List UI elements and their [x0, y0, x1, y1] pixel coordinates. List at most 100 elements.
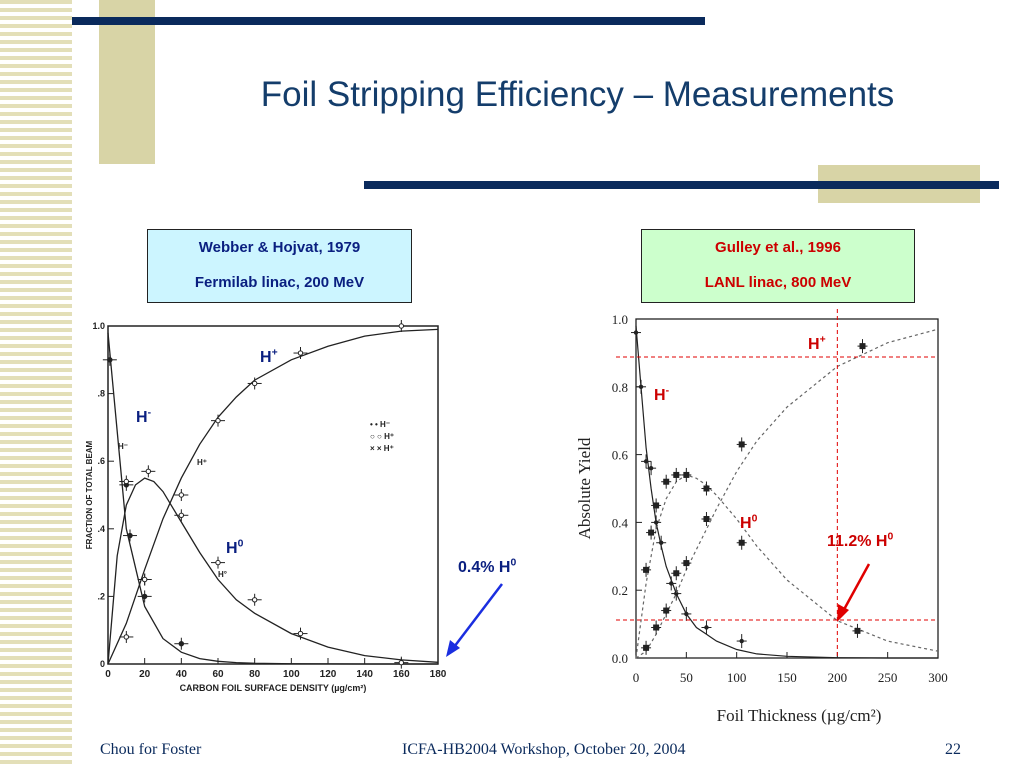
right-data-point — [648, 529, 655, 536]
right-data-point — [663, 478, 670, 485]
right-annotation-H-: H- — [654, 386, 670, 404]
left-data-point — [251, 380, 258, 387]
left-y-axis-label: FRACTION OF TOTAL BEAM — [85, 440, 94, 549]
right-x-tick-label: 100 — [727, 670, 747, 685]
left-data-point — [297, 630, 304, 637]
decorative-stripes — [0, 0, 72, 768]
left-curve-tag: H⁺ — [197, 458, 207, 467]
decorative-navy-bar-top — [72, 17, 705, 25]
left-callout-arrowhead — [446, 640, 460, 657]
left-data-point — [145, 468, 152, 475]
right-callout-arrow-shaft — [839, 563, 871, 616]
right-y-tick-label: 1.0 — [612, 312, 628, 327]
left-data-point — [178, 512, 185, 518]
right-y-tick-label: 0.4 — [612, 515, 629, 530]
decorative-navy-bar-middle — [364, 181, 999, 189]
right-y-axis-label: Absolute Yield — [575, 437, 594, 539]
left-legend-entry: × × H⁺ — [370, 444, 394, 453]
right-x-tick-label: 0 — [633, 670, 640, 685]
footer-event: ICFA-HB2004 Workshop, October 20, 2004 — [402, 741, 686, 758]
right-x-tick-label: 300 — [928, 670, 948, 685]
left-x-tick-label: 60 — [212, 669, 224, 680]
left-callout-0.4pct-H0: 0.4% H0 — [458, 558, 516, 576]
left-y-tick-label: 1.0 — [92, 321, 105, 331]
right-data-point — [638, 384, 644, 389]
left-series-line-H- — [107, 332, 438, 665]
decorative-tan-block-top — [99, 0, 155, 164]
left-legend-entry: ○ ○ H⁺ — [370, 432, 394, 441]
right-data-point — [653, 520, 659, 525]
left-data-point — [178, 641, 185, 647]
right-data-point — [673, 570, 680, 577]
right-y-tick-label: 0.6 — [612, 448, 629, 463]
right-x-axis-label: Foil Thickness (µg/cm²) — [717, 706, 882, 725]
left-y-tick-label: .8 — [97, 389, 105, 399]
left-source-facility: Fermilab linac, 200 MeV — [194, 274, 365, 291]
left-data-point — [178, 492, 185, 498]
left-data-point — [141, 576, 148, 583]
left-data-point — [251, 597, 258, 603]
right-data-point — [653, 624, 660, 631]
right-data-point — [683, 471, 690, 478]
left-data-point — [297, 350, 304, 356]
right-data-point — [704, 625, 709, 630]
left-x-tick-label: 160 — [393, 669, 410, 680]
left-annotation-H0: H0 — [226, 539, 244, 557]
left-series-line-H0 — [107, 477, 439, 665]
footer-author: Chou for Foster — [100, 741, 202, 758]
right-data-point — [653, 502, 660, 509]
right-data-point — [684, 611, 689, 617]
right-callout-arrowhead — [837, 604, 849, 622]
right-data-point — [854, 627, 861, 634]
left-data-point — [215, 559, 221, 566]
right-source-authors: Gulley et al., 1996 — [715, 239, 841, 256]
right-data-point — [738, 539, 745, 546]
right-data-point — [669, 581, 674, 586]
left-data-point — [123, 634, 130, 640]
left-data-point — [127, 532, 133, 539]
left-y-tick-label: .2 — [97, 591, 105, 601]
right-annotation-H+: H+ — [808, 335, 826, 353]
right-y-tick-label: 0.0 — [612, 651, 628, 666]
left-annotation-H-: H- — [136, 408, 152, 426]
right-data-point — [658, 540, 664, 545]
right-x-tick-label: 50 — [680, 670, 693, 685]
left-data-point — [398, 323, 405, 329]
lanl-stripping-chart: 0 50 100 150 200 250 300 0.0 0.2 0.4 0.6 0.8 1.0 Foil… — [575, 309, 948, 725]
right-data-point — [859, 343, 866, 350]
left-callout-arrow-shaft — [450, 583, 503, 652]
right-y-tick-label: 0.8 — [612, 380, 628, 395]
right-data-point — [673, 471, 680, 478]
right-data-point — [739, 638, 744, 644]
right-data-point — [643, 566, 650, 573]
right-data-point — [663, 607, 670, 614]
left-data-point — [398, 659, 405, 666]
slide-title: Foil Stripping Efficiency – Measurements — [260, 75, 895, 114]
right-callout-11.2pct-H0: 11.2% H0 — [827, 532, 893, 550]
left-data-point — [215, 417, 221, 424]
right-series-line-H+ — [635, 328, 939, 659]
right-data-point — [643, 644, 650, 651]
left-x-tick-label: 80 — [249, 669, 261, 680]
left-source-box: Webber & Hojvat, 1979 Fermilab linac, 20… — [147, 229, 412, 303]
left-y-tick-label: .4 — [97, 524, 105, 534]
right-data-point — [683, 560, 690, 567]
right-x-tick-label: 250 — [878, 670, 898, 685]
right-data-point — [703, 485, 710, 492]
left-x-axis-label: CARBON FOIL SURFACE DENSITY (µg/cm²) — [180, 683, 367, 693]
right-annotation-H0: H0 — [740, 514, 758, 532]
left-curve-tag: H⁻ — [118, 442, 128, 451]
left-annotation-H+: H+ — [260, 348, 278, 366]
left-series-line-H+ — [107, 328, 439, 665]
right-source-facility: LANL linac, 800 MeV — [704, 274, 852, 291]
left-x-tick-label: 20 — [139, 669, 151, 680]
left-x-tick-label: 140 — [356, 669, 373, 680]
left-curve-tag: H° — [218, 570, 227, 579]
right-source-box: Gulley et al., 1996 LANL linac, 800 MeV — [641, 229, 915, 303]
right-data-point — [648, 465, 654, 471]
left-data-point — [107, 357, 113, 363]
left-data-point — [123, 478, 130, 485]
left-legend-entry: • • H⁻ — [370, 420, 390, 429]
right-data-point — [633, 330, 639, 335]
footer-page-number: 22 — [945, 741, 961, 758]
